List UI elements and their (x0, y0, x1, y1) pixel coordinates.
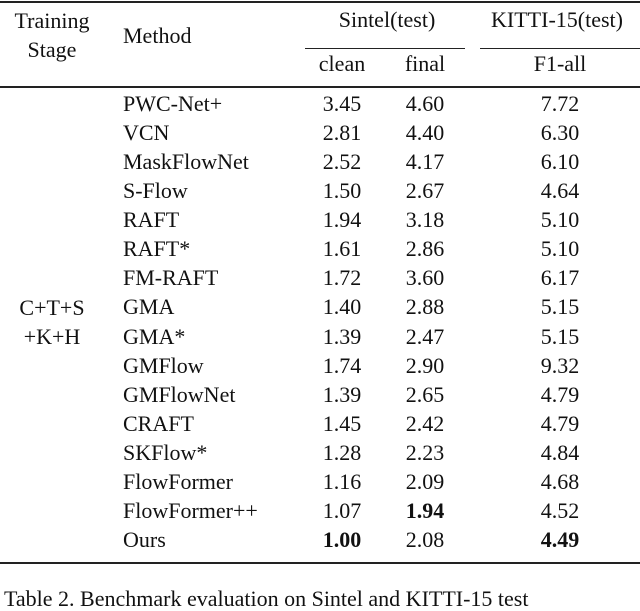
value-cell: 2.90 (405, 352, 445, 378)
group-header: Sintel(test) (338, 7, 436, 32)
group-rule (480, 48, 640, 49)
value-cell: 1.94 (322, 207, 362, 233)
caption: Table 2. Benchmark evaluation on Sintel … (4, 586, 529, 611)
method-cell: Ours (123, 527, 166, 553)
value-cell: 4.60 (405, 91, 445, 116)
value-cell: 2.47 (405, 323, 445, 349)
value-cell: 2.88 (405, 294, 445, 320)
value-cell: 4.79 (540, 381, 580, 407)
subheader: clean (318, 51, 366, 76)
value-cell: 7.72 (540, 91, 580, 116)
value-cell: 4.49 (540, 527, 580, 553)
method-cell: FlowFormer (123, 468, 233, 494)
stage-cell: +K+H (23, 323, 81, 349)
method-cell: GMA* (123, 323, 186, 349)
method-cell: FlowFormer++ (123, 497, 258, 523)
value-cell: 4.17 (405, 149, 445, 175)
value-cell: 1.16 (322, 468, 362, 494)
method-cell: RAFT (123, 207, 180, 233)
method-cell: GMA (123, 294, 175, 320)
value-cell: 1.40 (322, 294, 362, 320)
value-cell: 6.17 (540, 265, 580, 291)
value-cell: 2.52 (322, 149, 362, 175)
subheader: final (404, 51, 446, 76)
bottom-rule (0, 562, 640, 564)
value-cell: 3.60 (405, 265, 445, 291)
value-cell: 5.10 (540, 207, 580, 233)
value-cell: 2.81 (322, 120, 362, 146)
subheader: F1-all (533, 51, 587, 76)
value-cell: 2.67 (405, 178, 445, 204)
top-rule (0, 1, 640, 3)
method-cell: S-Flow (123, 178, 188, 204)
value-cell: 4.68 (540, 468, 580, 494)
value-cell: 1.07 (322, 497, 362, 523)
value-cell: 2.23 (405, 439, 445, 465)
value-cell: 6.30 (540, 120, 580, 146)
value-cell: 1.61 (322, 236, 362, 262)
value-cell: 4.40 (405, 120, 445, 146)
value-cell: 2.86 (405, 236, 445, 262)
stage-cell: C+T+S (19, 294, 85, 320)
value-cell: 5.15 (540, 294, 580, 320)
value-cell: 1.28 (322, 439, 362, 465)
value-cell: 1.39 (322, 381, 362, 407)
method-cell: PWC-Net+ (123, 91, 223, 116)
method-cell: GMFlowNet (123, 381, 236, 407)
value-cell: 4.52 (540, 497, 580, 523)
value-cell: 1.45 (322, 410, 362, 436)
value-cell: 1.94 (405, 497, 445, 523)
value-cell: 2.42 (405, 410, 445, 436)
group-header: KITTI-15(test) (491, 7, 623, 32)
mid-rule (0, 86, 640, 88)
method-header: Method (123, 23, 192, 48)
value-cell: 1.39 (322, 323, 362, 349)
method-cell: VCN (123, 120, 170, 146)
value-cell: 1.72 (322, 265, 362, 291)
value-cell: 2.09 (405, 468, 445, 494)
group-rule (305, 48, 465, 49)
value-cell: 3.18 (405, 207, 445, 233)
value-cell: 4.84 (540, 439, 580, 465)
method-cell: CRAFT (123, 410, 194, 436)
value-cell: 2.65 (405, 381, 445, 407)
method-cell: FM-RAFT (123, 265, 219, 291)
value-cell: 5.10 (540, 236, 580, 262)
value-cell: 1.74 (322, 352, 362, 378)
method-cell: MaskFlowNet (123, 149, 249, 175)
method-cell: SKFlow* (123, 439, 208, 465)
stage-header: Training Stage (14, 8, 90, 62)
value-cell: 3.45 (322, 91, 362, 116)
method-cell: RAFT* (123, 236, 191, 262)
value-cell: 5.15 (540, 323, 580, 349)
value-cell: 1.00 (322, 527, 362, 553)
value-cell: 2.08 (405, 527, 445, 553)
value-cell: 9.32 (540, 352, 580, 378)
value-cell: 4.64 (540, 178, 580, 204)
value-cell: 1.50 (322, 178, 362, 204)
value-cell: 4.79 (540, 410, 580, 436)
value-cell: 6.10 (540, 149, 580, 175)
method-cell: GMFlow (123, 352, 204, 378)
